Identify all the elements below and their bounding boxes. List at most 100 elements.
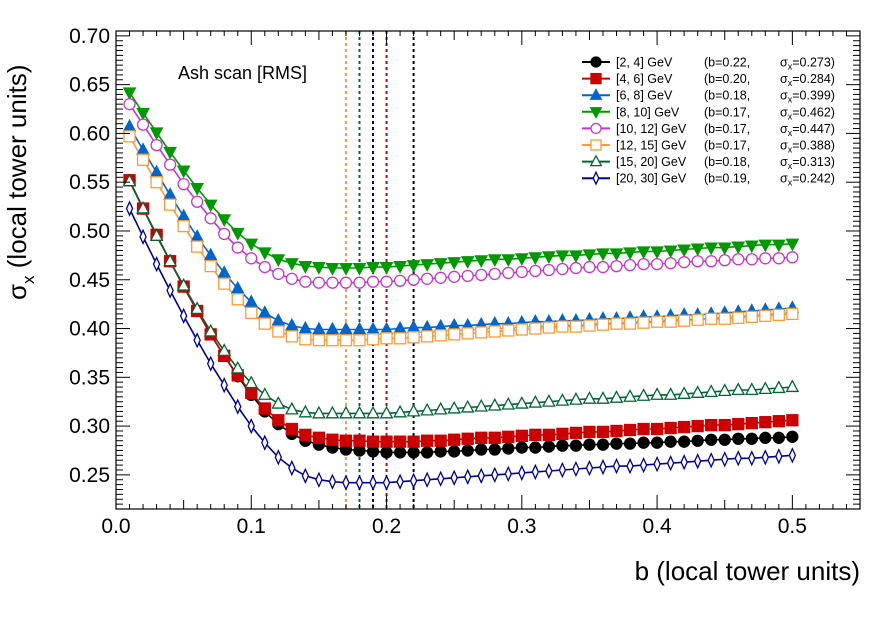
legend-entry-4: [10, 12] GeV (b=0.17, σx=0.447) — [582, 122, 835, 138]
data-point — [190, 183, 205, 196]
y-tick-label: 0.40 — [69, 318, 110, 341]
data-point — [191, 240, 204, 253]
data-point — [463, 468, 472, 485]
data-point — [230, 227, 245, 241]
data-point — [461, 444, 474, 457]
data-point — [488, 267, 501, 281]
legend-label-range: [4, 6] GeV — [616, 72, 673, 86]
data-point — [759, 431, 772, 444]
data-point — [353, 434, 366, 447]
data-point — [234, 398, 242, 415]
legend-label-range: [2, 4] GeV — [616, 56, 673, 70]
data-point — [460, 256, 475, 269]
data-point — [420, 446, 434, 459]
data-point — [299, 275, 312, 288]
data-point — [744, 382, 759, 396]
data-point — [569, 392, 583, 405]
data-point — [663, 387, 678, 400]
data-point — [504, 465, 513, 483]
data-point — [529, 441, 542, 454]
data-point — [163, 146, 177, 160]
legend-label-sigma: σx=0.399) — [780, 89, 835, 105]
data-point — [785, 379, 800, 393]
data-point — [434, 271, 447, 284]
data-point — [447, 400, 462, 414]
data-point — [474, 398, 489, 412]
data-point — [556, 439, 569, 452]
data-point — [502, 442, 515, 455]
data-point — [771, 239, 786, 253]
data-point — [433, 401, 448, 415]
data-point — [244, 238, 259, 252]
data-point — [352, 262, 367, 276]
data-point — [596, 318, 610, 331]
data-point — [529, 322, 542, 335]
data-point — [369, 474, 377, 491]
legend-entry-7: [20, 30] GeV (b=0.19, σx=0.242) — [582, 170, 835, 188]
data-point — [718, 254, 731, 267]
x-axis-ticks: 0.0 0.1 0.2 0.3 0.4 0.5 — [101, 31, 861, 538]
data-point — [515, 323, 528, 336]
data-point — [585, 459, 594, 477]
data-point — [583, 319, 596, 332]
data-point — [380, 332, 393, 345]
data-point — [475, 431, 488, 444]
data-point — [420, 272, 434, 285]
data-point — [406, 403, 421, 417]
data-point — [204, 212, 217, 225]
data-point — [420, 259, 434, 272]
data-point — [193, 332, 201, 349]
data-point — [596, 391, 610, 404]
legend-label-sigma: σx=0.447) — [780, 122, 835, 138]
data-point — [461, 432, 474, 445]
data-point — [177, 178, 190, 191]
data-point — [475, 326, 488, 339]
y-tick-label: 0.30 — [69, 415, 110, 438]
data-point — [732, 417, 745, 431]
data-point — [705, 418, 718, 432]
data-point — [637, 422, 650, 436]
data-point — [298, 404, 313, 418]
legend-label-sigma: σx=0.388) — [780, 139, 835, 155]
y-axis-title: σx (local tower units) — [2, 64, 38, 300]
data-point — [786, 414, 799, 427]
x-tick-label: 0.4 — [642, 515, 672, 538]
data-point — [284, 258, 299, 271]
series-markers-6 — [122, 173, 800, 419]
data-point — [639, 456, 648, 474]
data-point — [626, 457, 634, 475]
data-point — [556, 427, 569, 441]
data-point — [501, 254, 516, 267]
data-point — [650, 315, 664, 328]
y-axis-title-sigma: σ — [2, 284, 32, 300]
legend-label-b: (b=0.17, — [704, 122, 750, 136]
data-point — [558, 461, 567, 479]
data-point — [474, 255, 489, 268]
data-point — [691, 419, 704, 433]
data-point — [325, 405, 340, 419]
data-point — [261, 434, 269, 451]
data-point — [218, 277, 231, 290]
data-point — [582, 249, 597, 263]
data-point — [366, 435, 380, 448]
data-point — [393, 261, 407, 274]
data-point — [258, 260, 271, 274]
data-point — [529, 264, 542, 278]
data-point — [759, 416, 772, 429]
data-point — [745, 310, 758, 323]
x-tick-label: 0.3 — [507, 515, 536, 538]
data-point — [352, 321, 367, 335]
data-point — [420, 434, 434, 447]
data-point — [312, 431, 326, 444]
data-point — [218, 227, 231, 241]
data-point — [677, 244, 692, 258]
data-point — [122, 173, 137, 187]
data-point — [217, 214, 232, 227]
series-markers — [122, 87, 800, 491]
data-point — [355, 474, 364, 491]
data-point — [786, 307, 799, 321]
data-point — [623, 258, 637, 272]
data-point — [758, 381, 773, 395]
data-point — [352, 405, 367, 419]
